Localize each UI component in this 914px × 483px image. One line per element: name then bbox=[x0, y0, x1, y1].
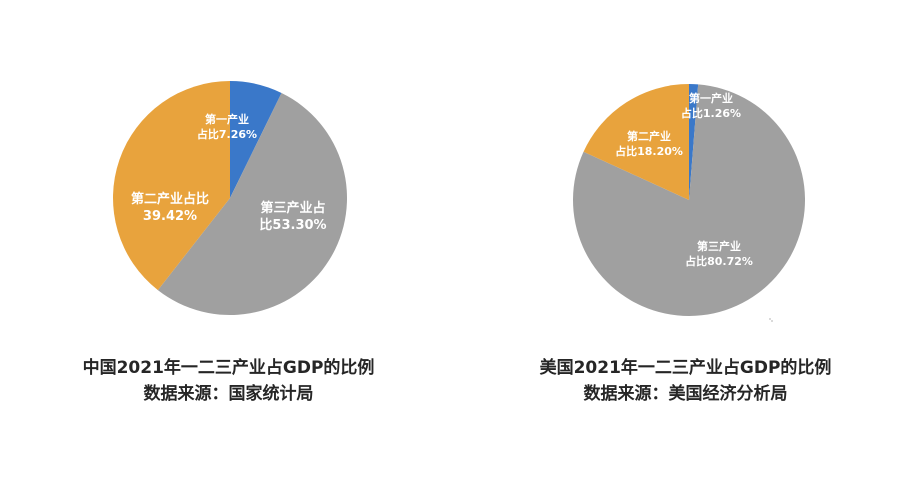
usa-pie-chart: 第一产业占比1.26% 第三产业占比80.72% 第二产业占比18.20% bbox=[573, 84, 806, 316]
china-slice-primary-industry bbox=[230, 81, 282, 198]
usa-label-tertiary-industry: 第三产业占比80.72% bbox=[685, 239, 753, 268]
china-chart-panel: 第一产业占比7.26% 第三产业占比53.30% 第二产业占比 39.42% 中国20… bbox=[0, 81, 457, 407]
china-label-secondary-industry: 第二产业占比 39.42% bbox=[131, 191, 209, 224]
usa-slice-primary-industry bbox=[689, 84, 699, 200]
china-slice-secondary-industry bbox=[113, 81, 230, 291]
usa-chart-source: 数据来源：美国经济分析局 bbox=[583, 384, 788, 404]
usa-slice-secondary-industry bbox=[583, 84, 689, 200]
usa-chart-panel: 第一产业占比1.26% 第三产业占比80.72% 第二产业占比18.20% 美国20… bbox=[457, 0, 914, 483]
usa-chart-title: 美国2021年一二三产业占GDP的比例 bbox=[539, 358, 832, 378]
usa-chart-caption: 美国2021年一二三产业占GDP的比例 数据来源：美国经济分析局 bbox=[457, 355, 914, 407]
china-slice-tertiary-industry bbox=[157, 92, 348, 316]
usa-slice-tertiary-industry bbox=[573, 84, 806, 316]
usa-label-secondary-industry: 第二产业占比18.20% bbox=[615, 129, 683, 158]
usa-label-primary-industry: 第一产业占比1.26% bbox=[681, 91, 741, 120]
artifact-dot bbox=[769, 318, 771, 320]
china-chart-title: 中国2021年一二三产业占GDP的比例 bbox=[82, 358, 375, 378]
china-chart-source: 数据来源：国家统计局 bbox=[143, 384, 314, 404]
artifact-dot bbox=[771, 320, 773, 322]
china-pie-chart: 第一产业占比7.26% 第三产业占比53.30% 第二产业占比 39.42% bbox=[113, 81, 348, 316]
china-chart-caption: 中国2021年一二三产业占GDP的比例 数据来源：国家统计局 bbox=[0, 355, 457, 407]
china-label-tertiary-industry: 第三产业占比53.30% bbox=[259, 200, 326, 233]
china-label-primary-industry: 第一产业占比7.26% bbox=[197, 112, 257, 141]
